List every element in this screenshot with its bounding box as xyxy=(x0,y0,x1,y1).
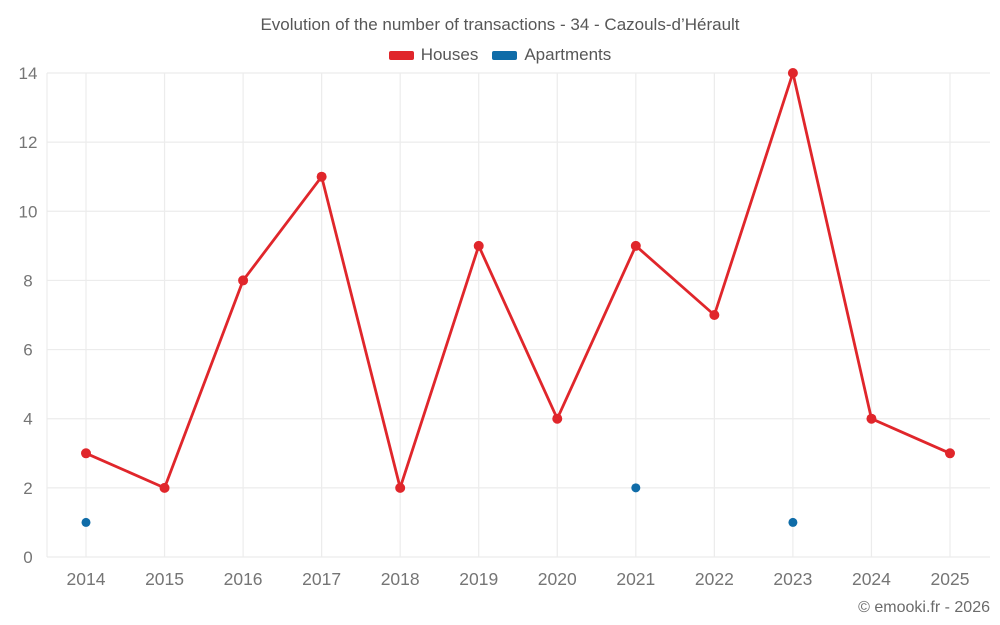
houses-point[interactable] xyxy=(473,240,484,251)
houses-point[interactable] xyxy=(709,310,720,320)
legend-label-apartments: Apartments xyxy=(524,45,612,64)
x-tick-label: 2015 xyxy=(145,569,184,589)
legend-item-apartments[interactable]: Apartments xyxy=(492,45,611,65)
houses-point[interactable] xyxy=(159,482,170,493)
x-tick-label: 2017 xyxy=(302,569,341,589)
y-tick-label: 12 xyxy=(19,133,38,152)
houses-point[interactable] xyxy=(552,413,563,424)
y-tick-label: 4 xyxy=(23,410,32,429)
x-tick-label: 2020 xyxy=(538,569,577,589)
legend-label-houses: Houses xyxy=(420,45,479,64)
houses-point[interactable] xyxy=(316,171,327,182)
y-tick-label: 8 xyxy=(23,271,32,290)
y-tick-label: 0 xyxy=(23,548,32,567)
houses-point[interactable] xyxy=(787,68,798,78)
chart-legend: Houses Apartments xyxy=(0,45,1000,65)
houses-point[interactable] xyxy=(866,413,877,424)
x-tick-label: 2024 xyxy=(852,569,891,589)
y-tick-label: 2 xyxy=(23,479,32,498)
x-tick-label: 2021 xyxy=(616,569,655,589)
x-tick-label: 2025 xyxy=(931,569,970,589)
x-tick-label: 2018 xyxy=(381,569,420,589)
apartments-point[interactable] xyxy=(631,483,641,493)
apartments-point[interactable] xyxy=(788,517,798,527)
legend-swatch-houses xyxy=(388,50,414,60)
legend-item-houses[interactable]: Houses xyxy=(388,45,479,65)
houses-point[interactable] xyxy=(238,275,249,286)
y-tick-label: 6 xyxy=(23,341,32,360)
x-tick-label: 2023 xyxy=(773,569,812,589)
y-tick-label: 14 xyxy=(19,64,38,83)
footer-credit: © emooki.fr - 2026 xyxy=(858,599,990,616)
x-tick-label: 2022 xyxy=(695,569,734,589)
y-tick-label: 10 xyxy=(19,202,38,221)
x-tick-label: 2019 xyxy=(459,569,498,589)
houses-point[interactable] xyxy=(395,482,406,493)
apartments-point[interactable] xyxy=(81,517,91,527)
houses-point[interactable] xyxy=(630,240,641,251)
houses-point[interactable] xyxy=(81,448,91,459)
houses-point[interactable] xyxy=(944,448,955,459)
x-tick-label: 2014 xyxy=(67,569,106,589)
legend-swatch-apartments xyxy=(492,50,518,60)
chart-title: Evolution of the number of transactions … xyxy=(260,15,740,34)
x-tick-label: 2016 xyxy=(224,569,263,589)
houses-line xyxy=(84,71,952,490)
